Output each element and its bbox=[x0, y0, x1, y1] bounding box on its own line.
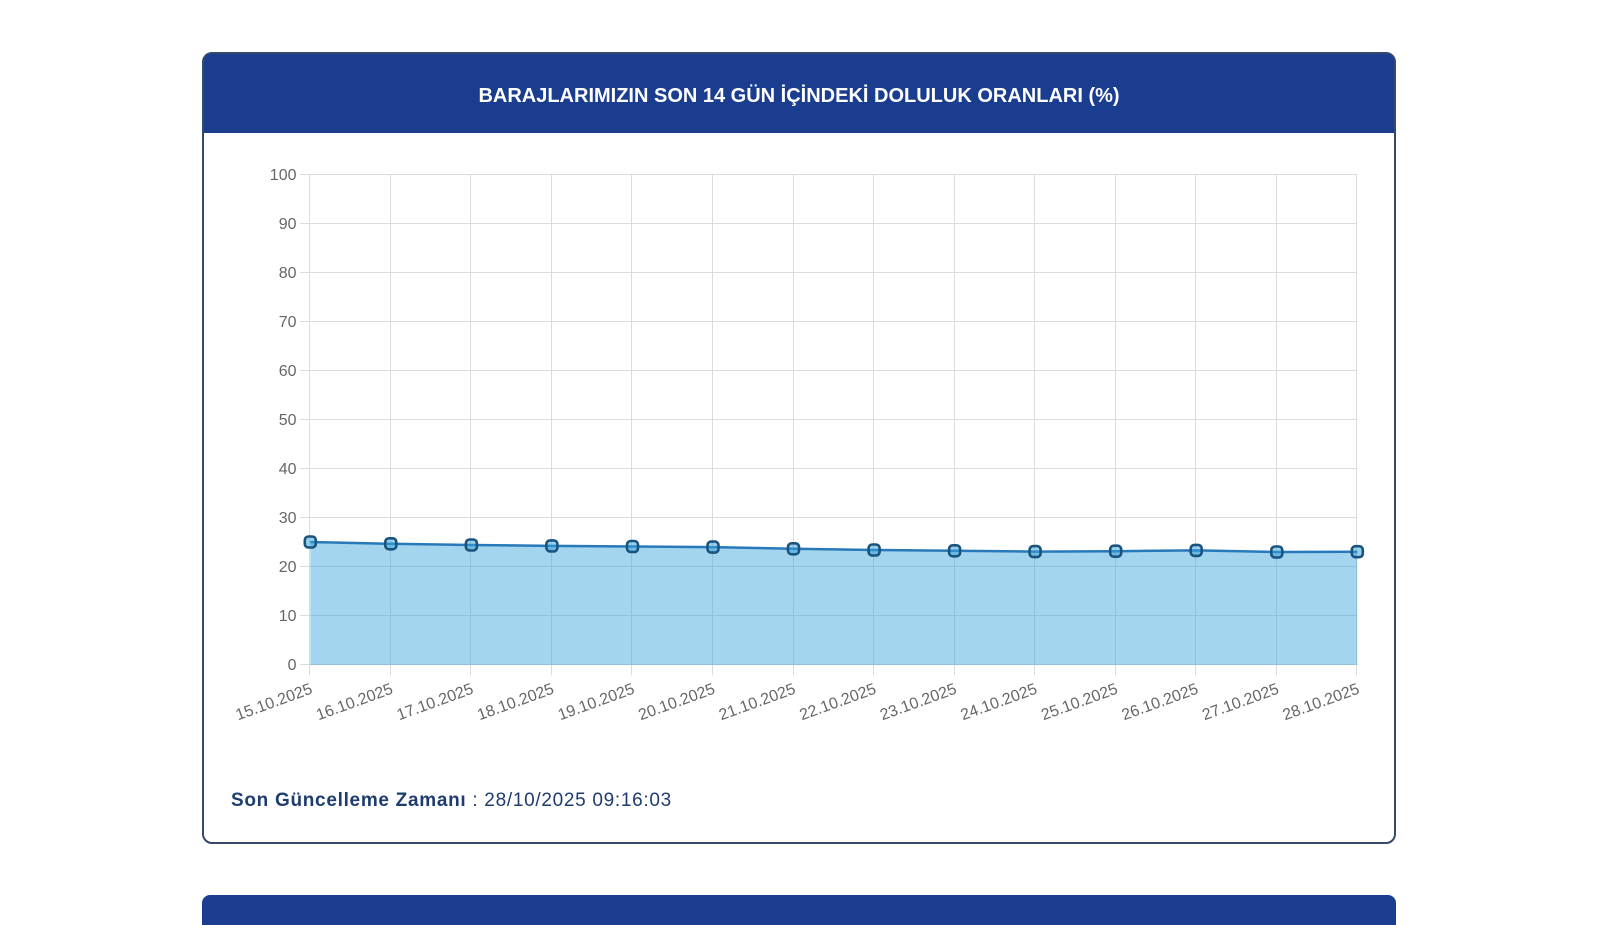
svg-text:0: 0 bbox=[288, 657, 297, 674]
svg-text:26.10.2025: 26.10.2025 bbox=[1120, 681, 1201, 724]
svg-text:16.10.2025: 16.10.2025 bbox=[314, 681, 395, 724]
svg-text:21.10.2025: 21.10.2025 bbox=[717, 681, 798, 724]
svg-text:24.10.2025: 24.10.2025 bbox=[958, 681, 1039, 724]
svg-text:25.10.2025: 25.10.2025 bbox=[1039, 681, 1120, 724]
svg-text:18.10.2025: 18.10.2025 bbox=[475, 681, 556, 724]
svg-text:70: 70 bbox=[279, 314, 297, 331]
svg-text:20.10.2025: 20.10.2025 bbox=[636, 681, 717, 724]
svg-text:23.10.2025: 23.10.2025 bbox=[878, 681, 959, 724]
svg-text:17.10.2025: 17.10.2025 bbox=[395, 681, 476, 724]
svg-text:40: 40 bbox=[279, 461, 297, 478]
svg-text:10: 10 bbox=[279, 608, 297, 625]
svg-text:28.10.2025: 28.10.2025 bbox=[1281, 681, 1362, 724]
svg-text:27.10.2025: 27.10.2025 bbox=[1200, 681, 1281, 724]
svg-text:22.10.2025: 22.10.2025 bbox=[797, 681, 878, 724]
svg-text:20: 20 bbox=[279, 559, 297, 576]
svg-text:30: 30 bbox=[279, 510, 297, 527]
svg-text:60: 60 bbox=[279, 363, 297, 380]
svg-text:50: 50 bbox=[279, 412, 297, 429]
svg-text:80: 80 bbox=[279, 265, 297, 282]
svg-text:19.10.2025: 19.10.2025 bbox=[556, 681, 637, 724]
svg-text:100: 100 bbox=[270, 167, 297, 184]
svg-text:90: 90 bbox=[279, 216, 297, 233]
svg-text:15.10.2025: 15.10.2025 bbox=[234, 681, 315, 724]
